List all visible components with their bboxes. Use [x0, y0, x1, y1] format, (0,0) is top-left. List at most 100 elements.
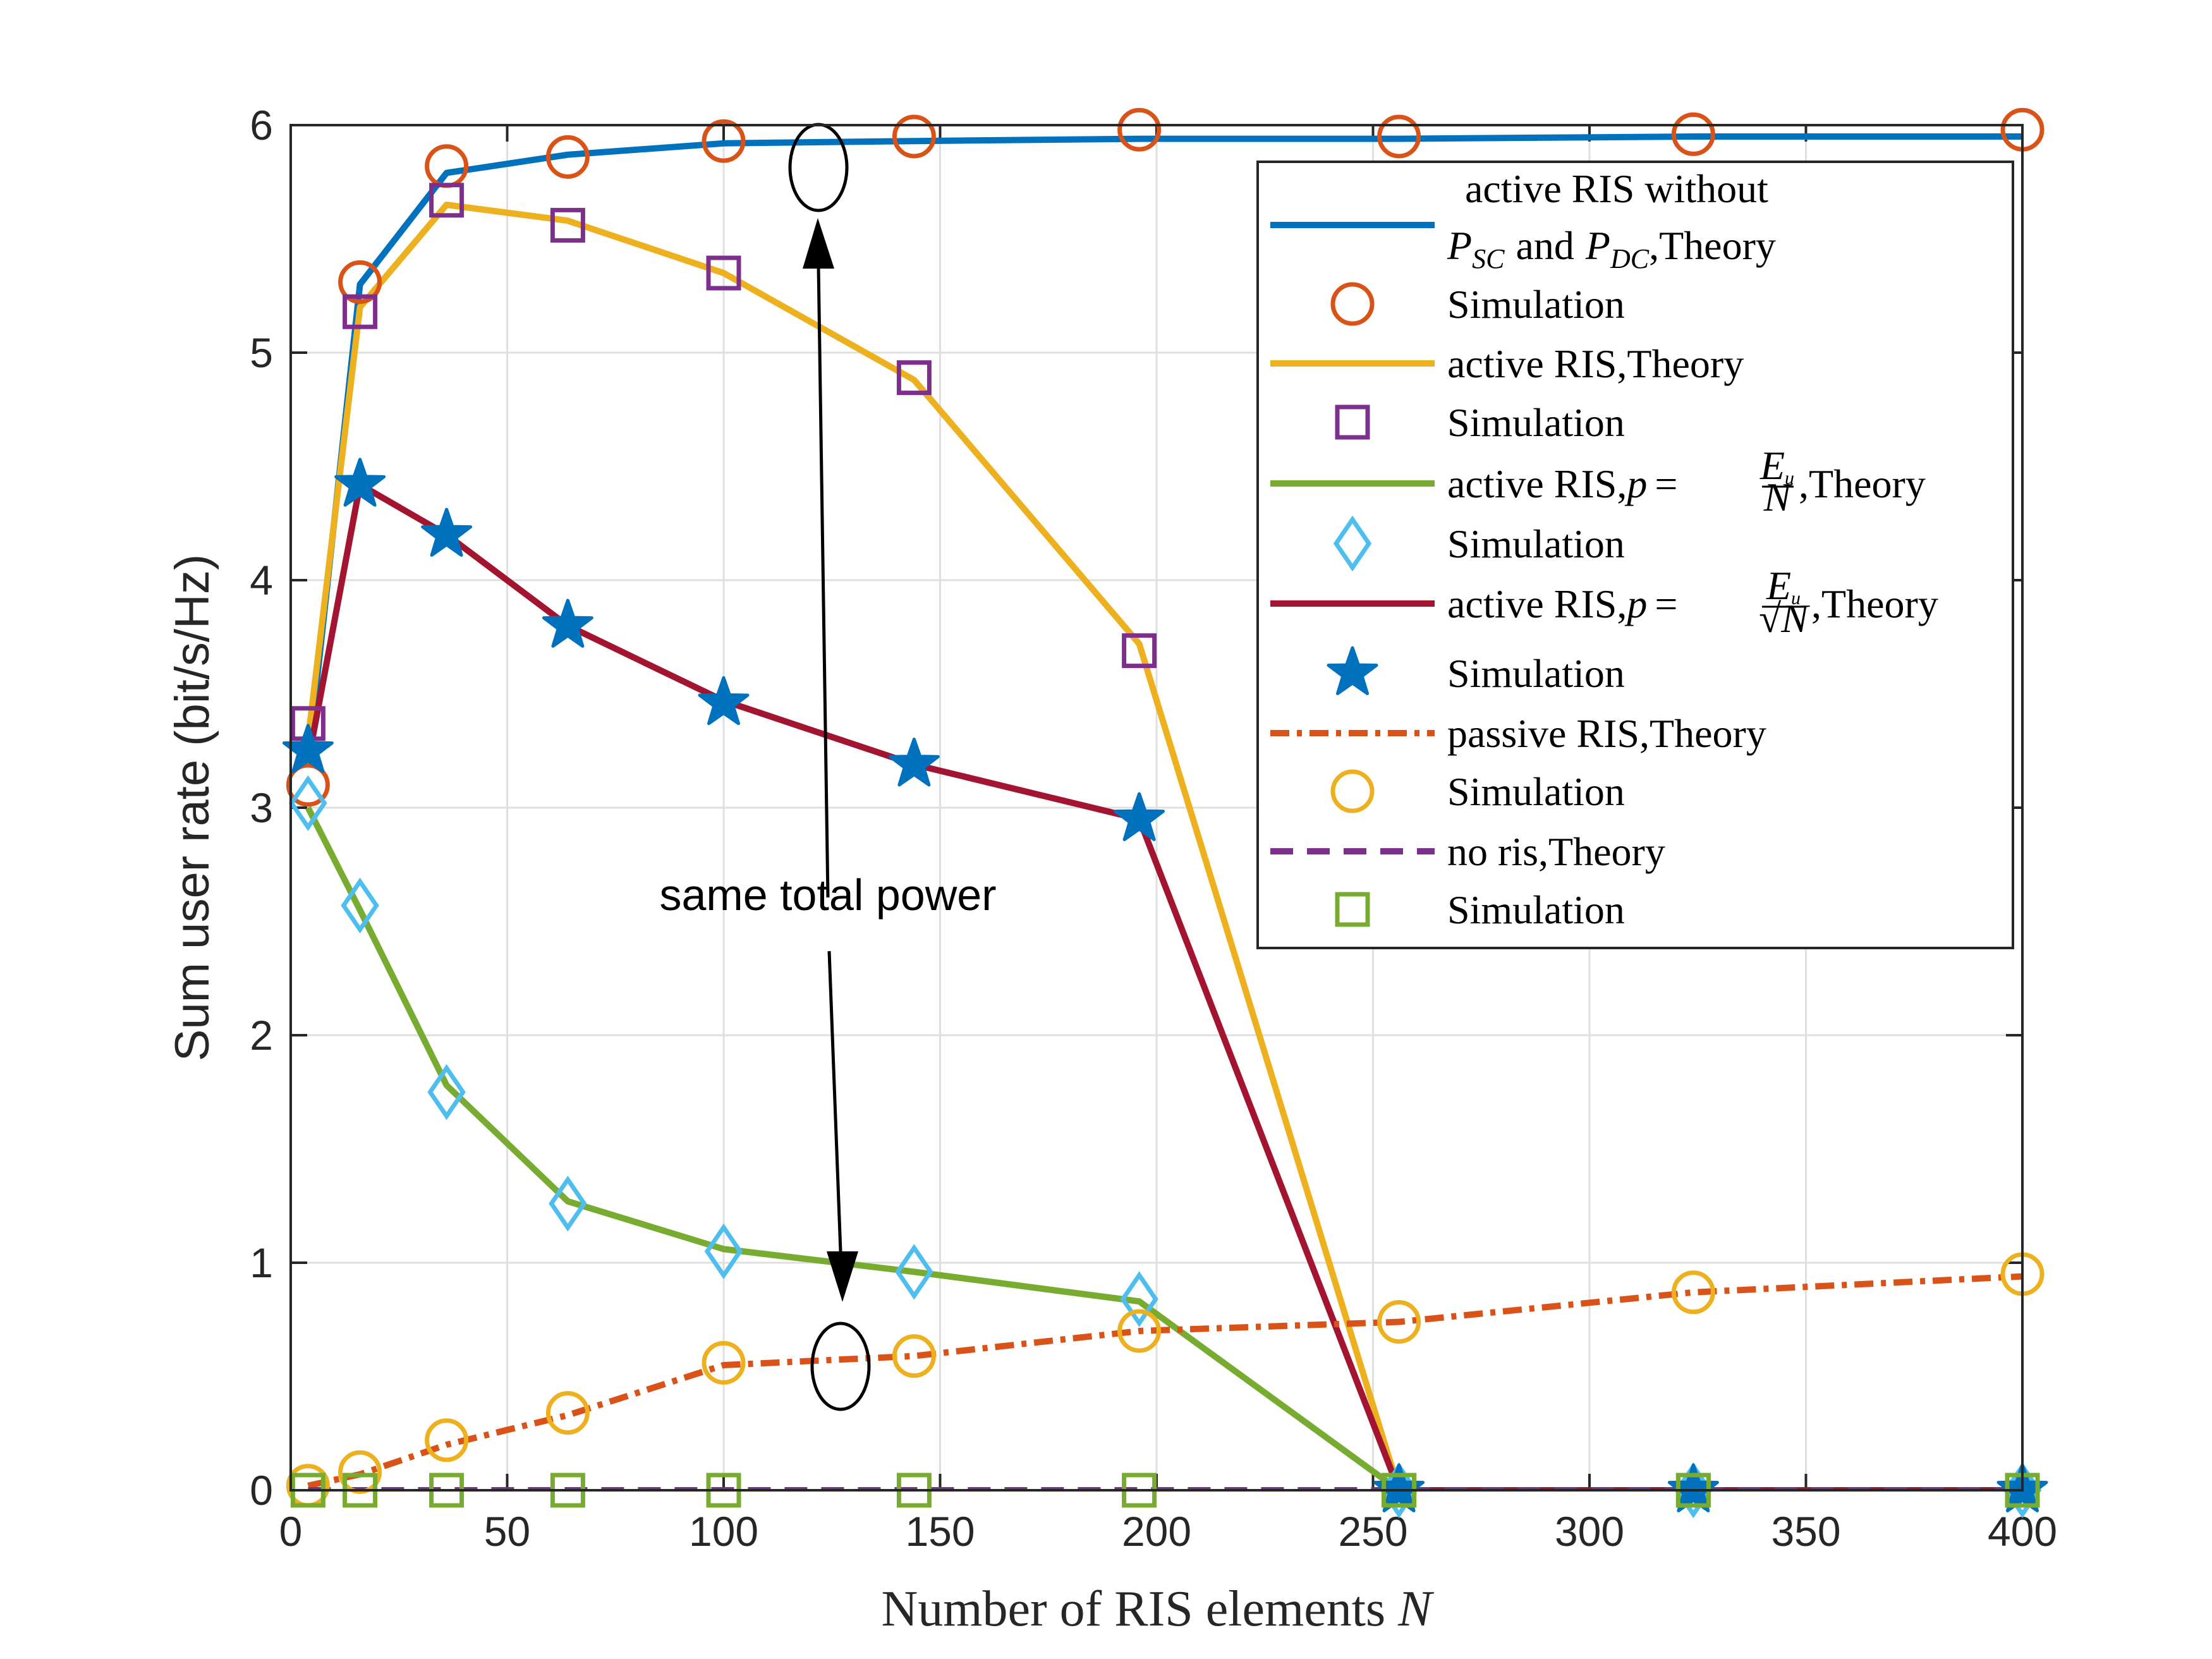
y-tick-label: 4: [250, 557, 273, 604]
series-line-6: [305, 481, 2022, 1490]
legend-label-sim-5: Simulation: [1447, 769, 1625, 814]
data-point-1: [338, 260, 382, 304]
legend-fraction-eu-n: Eu N: [1759, 443, 1794, 520]
data-point-1: [892, 114, 936, 159]
y-tick-label: 2: [250, 1012, 273, 1059]
data-point-7: [1114, 792, 1165, 841]
annotation-ellipse-top: [788, 123, 849, 212]
x-tick-label: 0: [279, 1508, 303, 1555]
y-axis-label: Sum user rate (bit/s/Hz): [166, 554, 219, 1061]
data-point-9: [892, 1334, 936, 1378]
legend-marker-sim-square-green: [1335, 892, 1370, 927]
legend-marker-sim-square-purple: [1335, 404, 1370, 440]
y-tick-label: 5: [250, 329, 273, 376]
data-point-5: [704, 1223, 743, 1280]
data-point-5: [549, 1176, 587, 1232]
data-point-1: [702, 119, 746, 163]
annotation-arrowhead-up: [803, 218, 834, 269]
data-point-9: [1671, 1270, 1715, 1315]
series-line-0: [305, 133, 2022, 763]
annotation-arrow-down: [827, 951, 842, 1252]
fraction-denominator-2: √N: [1759, 596, 1810, 641]
data-point-1: [1377, 114, 1421, 159]
series-line-4: [305, 806, 2022, 1490]
legend-label-sim-2: Simulation: [1447, 400, 1625, 445]
data-point-7: [421, 507, 473, 557]
y-tick-label: 0: [250, 1467, 273, 1514]
data-point-3: [706, 255, 741, 291]
data-point-9: [1377, 1300, 1421, 1344]
legend-marker-sim-diamond-cyan: [1333, 515, 1372, 572]
data-point-7: [698, 676, 750, 726]
legend: active RIS without PSC and PDC,Theory Simu…: [1256, 161, 2014, 949]
legend-label-active-ris-no-psc-line1: active RIS without: [1465, 166, 1768, 211]
annotation-text: same total power: [659, 870, 996, 920]
legend-marker-sim-circle-yellow: [1330, 769, 1375, 813]
data-point-9: [545, 1391, 590, 1435]
data-point-5: [341, 877, 379, 933]
legend-marker-sim-circle-orange: [1330, 282, 1375, 326]
legend-label-active-ris-eu-sqrt-n: active RIS,p =: [1447, 581, 1677, 626]
series-line-8: [307, 1273, 2022, 1489]
data-point-5: [1120, 1271, 1158, 1327]
legend-marker: [1335, 892, 1370, 927]
legend-label-sim-4: Simulation: [1447, 651, 1625, 696]
data-point-1: [425, 144, 469, 188]
legend-label-active-ris: active RIS,Theory: [1447, 341, 1744, 386]
data-point-3: [550, 207, 585, 243]
data-point-5: [427, 1064, 466, 1121]
legend-marker-sim-star-blue: [1327, 646, 1378, 695]
fraction-numerator: Eu: [1759, 443, 1794, 489]
data-point-5: [289, 775, 327, 831]
legend-marker: [1335, 404, 1370, 440]
fraction-denominator: N: [1763, 475, 1793, 520]
y-tick-label: 1: [250, 1239, 273, 1286]
data-point-1: [286, 763, 330, 807]
data-point-7: [1667, 1463, 1719, 1512]
legend-marker: [1333, 515, 1372, 572]
annotation-ellipse-bottom: [810, 1322, 871, 1411]
data-point-9: [425, 1418, 469, 1462]
x-tick-label: 150: [905, 1508, 975, 1555]
y-tick-label: 3: [250, 784, 273, 831]
legend-label-no-ris: no ris,Theory: [1447, 829, 1665, 874]
data-point-7: [888, 738, 940, 787]
legend-label-sim-1: Simulation: [1447, 282, 1625, 327]
fraction-numerator-2: Eu: [1766, 563, 1801, 609]
legend-label-active-ris-eu-n: active RIS,p =: [1447, 461, 1677, 506]
data-point-3: [343, 294, 378, 329]
data-point-9: [702, 1340, 746, 1385]
data-point-7: [1373, 1463, 1425, 1512]
annotation-arrow-up: [817, 265, 830, 898]
x-tick-label: 250: [1338, 1508, 1407, 1555]
legend-label-passive-ris: passive RIS,Theory: [1447, 711, 1766, 756]
legend-label-sim-3: Simulation: [1447, 521, 1625, 566]
data-point-3: [896, 360, 932, 396]
legend-label-theory-5: ,Theory: [1799, 461, 1926, 506]
annotation: same total power: [659, 123, 997, 1411]
data-point-1: [545, 135, 590, 179]
x-axis-label: Number of RIS elements N: [882, 1581, 1435, 1637]
y-tick-label: 6: [250, 102, 273, 149]
legend-label-sim-6: Simulation: [1447, 887, 1625, 932]
x-tick-label: 300: [1555, 1508, 1624, 1555]
x-tick-label: 350: [1771, 1508, 1840, 1555]
data-point-1: [1117, 107, 1162, 152]
data-point-9: [1117, 1309, 1162, 1353]
annotation-arrowhead-down: [827, 1251, 858, 1302]
data-point-7: [334, 458, 386, 507]
data-point-9: [338, 1450, 382, 1494]
legend-label-active-ris-no-psc-line2: PSC and PDC,Theory: [1447, 223, 1776, 274]
legend-fraction-eu-sqrt-n: Eu √N: [1759, 563, 1810, 641]
legend-marker: [1330, 282, 1375, 326]
legend-box: [1256, 161, 2014, 949]
x-tick-label: 50: [484, 1508, 530, 1555]
data-point-5: [895, 1244, 933, 1300]
data-point-3: [1122, 633, 1157, 669]
x-tick-label: 200: [1122, 1508, 1191, 1555]
plot-frame: [289, 124, 2024, 1492]
legend-marker: [1330, 769, 1375, 813]
legend-label-theory-7: ,Theory: [1811, 581, 1938, 626]
data-point-3: [429, 183, 465, 218]
